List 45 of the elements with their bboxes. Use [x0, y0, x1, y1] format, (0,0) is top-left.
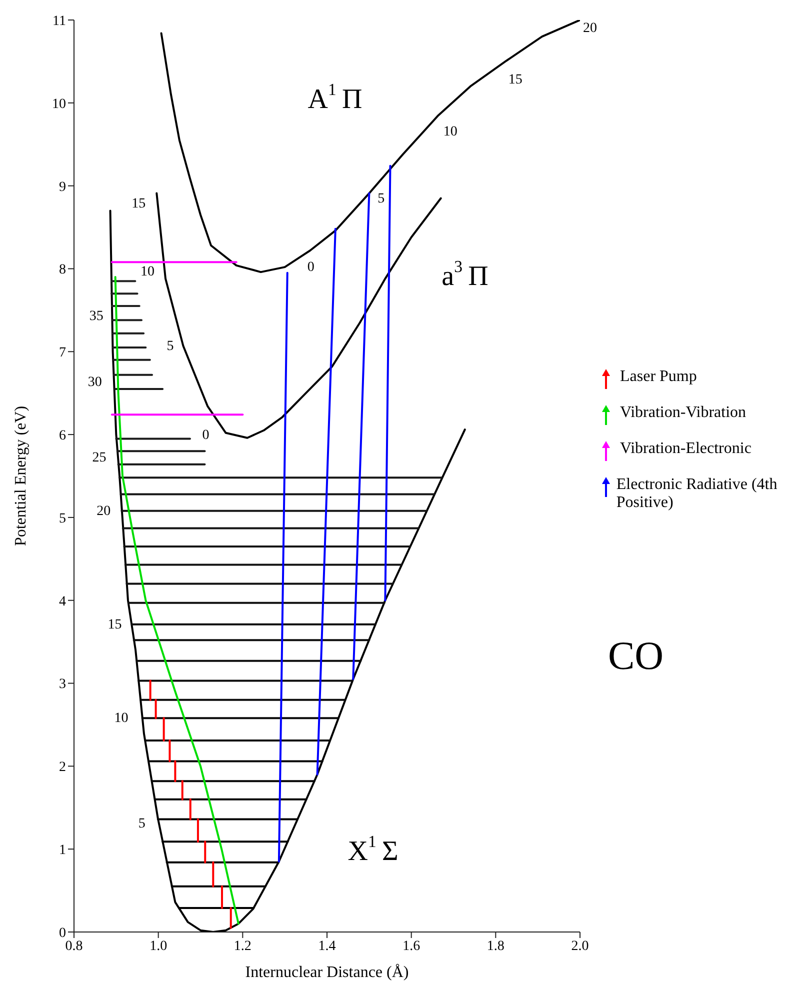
x-tick-label: 1.4 — [318, 938, 336, 954]
annotation: 15 — [508, 72, 522, 87]
y-axis-title: Potential Energy (eV) — [12, 406, 30, 546]
annotation: 15 — [132, 196, 146, 211]
y-tick-label: 11 — [52, 14, 66, 29]
annotation: X$^{1}$Σ — [348, 832, 398, 866]
annotation: a$^{3}$Π — [442, 257, 488, 292]
annotation: 5 — [166, 338, 174, 354]
annotation: 10 — [114, 710, 128, 726]
y-tick-label: 10 — [52, 96, 66, 112]
x-tick-label: 1.0 — [150, 938, 168, 954]
y-tick-label: 6 — [59, 428, 66, 444]
annotation: 15 — [108, 616, 122, 632]
x-tick-label: 0.8 — [65, 938, 83, 954]
annotation: 5 — [138, 816, 146, 831]
y-tick-label: 8 — [59, 262, 66, 278]
x-tick-label: 1.8 — [486, 938, 504, 954]
annotation: 10 — [140, 264, 154, 280]
y-tick-label: 3 — [59, 677, 66, 692]
annotation: 30 — [88, 374, 102, 390]
annotation: 20 — [583, 20, 597, 36]
legend-label: Vibration-Vibration — [620, 404, 746, 422]
y-tick-label: 1 — [59, 843, 66, 858]
x-axis-title: Internuclear Distance (Å) — [245, 963, 409, 981]
x-tick-label: 1.2 — [234, 938, 252, 954]
annotation: 0 — [307, 260, 314, 275]
annotation: 5 — [378, 190, 385, 206]
legend-label: Laser Pump — [620, 368, 697, 386]
x-tick-label: 1.6 — [402, 938, 420, 954]
y-tick-label: 4 — [59, 594, 66, 610]
annotation: A$^{1}$Π — [308, 80, 362, 114]
annotation: 25 — [92, 450, 106, 465]
annotation: 10 — [443, 124, 458, 139]
legend-label: Vibration-Electronic — [620, 440, 752, 458]
x-tick-label: 2.0 — [571, 938, 589, 954]
y-tick-label: 5 — [59, 511, 66, 526]
annotation: 20 — [96, 503, 111, 518]
y-tick-label: 9 — [59, 180, 66, 195]
legend-label: Electronic Radiative (4th Positive) — [616, 476, 778, 512]
annotation: 0 — [202, 427, 210, 442]
y-tick-label: 0 — [59, 926, 66, 941]
y-tick-label: 7 — [59, 346, 66, 361]
y-tick-label: 2 — [59, 760, 66, 776]
text: CO — [608, 632, 665, 679]
annotation: 35 — [89, 308, 104, 324]
